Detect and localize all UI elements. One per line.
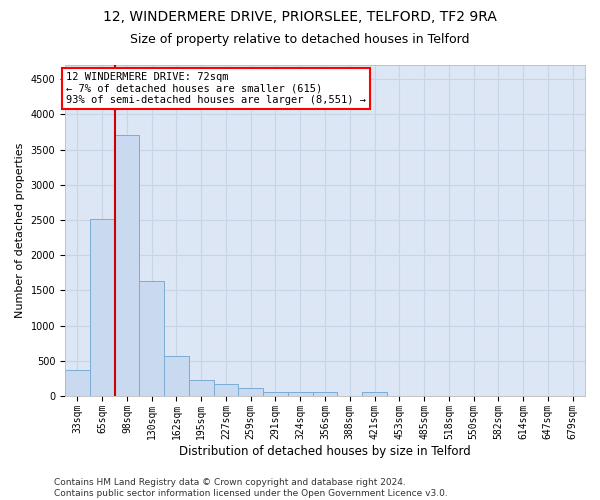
Bar [189, 380, 214, 396]
Y-axis label: Number of detached properties: Number of detached properties [15, 143, 25, 318]
Bar [288, 392, 313, 396]
Text: Size of property relative to detached houses in Telford: Size of property relative to detached ho… [130, 32, 470, 46]
Bar [90, 218, 115, 396]
Bar [313, 392, 337, 396]
Bar [214, 384, 238, 396]
Bar [139, 280, 164, 396]
Bar [362, 392, 387, 396]
Text: 12, WINDERMERE DRIVE, PRIORSLEE, TELFORD, TF2 9RA: 12, WINDERMERE DRIVE, PRIORSLEE, TELFORD… [103, 10, 497, 24]
X-axis label: Distribution of detached houses by size in Telford: Distribution of detached houses by size … [179, 444, 471, 458]
Bar [238, 388, 263, 396]
Bar [65, 370, 90, 396]
Text: 12 WINDERMERE DRIVE: 72sqm
← 7% of detached houses are smaller (615)
93% of semi: 12 WINDERMERE DRIVE: 72sqm ← 7% of detac… [66, 72, 366, 105]
Bar [164, 356, 189, 396]
Bar [115, 136, 139, 396]
Text: Contains HM Land Registry data © Crown copyright and database right 2024.
Contai: Contains HM Land Registry data © Crown c… [54, 478, 448, 498]
Bar [263, 392, 288, 396]
